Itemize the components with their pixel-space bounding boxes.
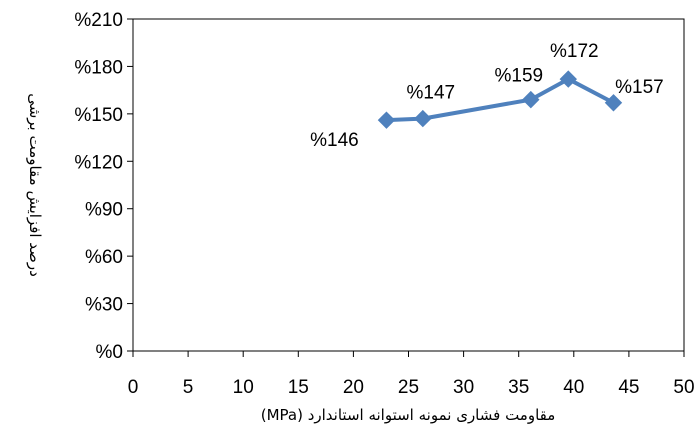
x-axis-ticks: 0 5 10 15 20 25 30 35 40 45 50 [128,351,695,398]
x-tick-label: 5 [183,377,194,398]
y-tick-label: %30 [85,295,123,316]
data-label: %147 [407,83,456,104]
data-labels: %146 %147 %159 %172 %157 [310,41,664,151]
data-point-marker [377,111,396,129]
y-tick-label: %150 [74,105,123,126]
data-label: %157 [615,77,664,98]
data-point-marker [414,109,432,128]
y-axis-ticks: %0 %30 %60 %90 %120 %150 %180 %210 [74,10,133,363]
y-tick-label: %180 [74,57,123,78]
x-tick-label: 20 [343,377,364,398]
y-tick-label: %60 [85,247,123,268]
x-tick-label: 0 [128,377,139,398]
data-label: %146 [310,130,359,151]
data-point-marker [559,70,577,88]
y-tick-label: %90 [85,200,123,221]
y-tick-label: %120 [74,152,123,173]
x-tick-label: 15 [288,377,309,398]
series-layer [377,70,623,129]
x-tick-label: 35 [508,377,529,398]
x-tick-label: 40 [563,377,584,398]
x-axis-title: مقاومت فشاری نمونه استوانه استاندارد (MP… [261,406,556,424]
y-tick-label: %0 [96,342,123,363]
data-label: %159 [495,66,544,87]
data-point-marker [522,90,540,109]
x-tick-label: 45 [618,377,639,398]
x-tick-label: 30 [453,377,474,398]
y-tick-label: %210 [74,10,123,31]
data-label: %172 [550,41,599,62]
x-tick-label: 50 [673,377,694,398]
x-tick-label: 25 [398,377,419,398]
x-tick-label: 10 [233,377,254,398]
data-point-marker [604,94,623,112]
plot-area [132,18,685,352]
y-axis-title: درصد افزایش مقاومت برشی [26,93,44,277]
